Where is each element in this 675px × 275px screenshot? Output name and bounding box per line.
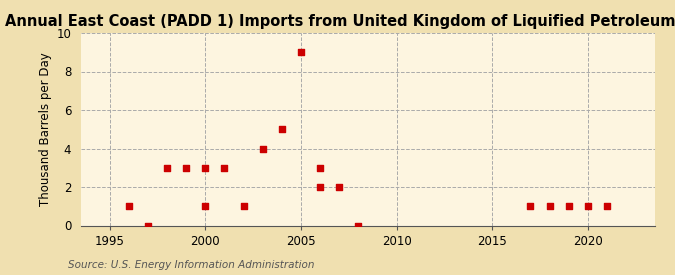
Point (257, 146, 268, 151)
Point (219, 166, 230, 170)
Point (353, 223, 364, 228)
Point (277, 127, 288, 131)
Point (544, 204, 555, 208)
Text: Source: U.S. Energy Information Administration: Source: U.S. Energy Information Administ… (68, 260, 314, 270)
Point (315, 185, 325, 189)
Point (238, 204, 249, 208)
Point (200, 204, 211, 208)
Point (601, 204, 612, 208)
Point (525, 204, 536, 208)
Point (200, 166, 211, 170)
Title: Annual East Coast (PADD 1) Imports from United Kingdom of Liquified Petroleum Ga: Annual East Coast (PADD 1) Imports from … (5, 14, 675, 29)
Point (315, 166, 325, 170)
Point (181, 166, 192, 170)
Point (333, 185, 344, 189)
Point (142, 223, 153, 228)
Point (563, 204, 574, 208)
Point (124, 204, 134, 208)
Point (583, 204, 593, 208)
Point (296, 50, 306, 54)
Point (162, 166, 173, 170)
Y-axis label: Thousand Barrels per Day: Thousand Barrels per Day (39, 52, 52, 206)
